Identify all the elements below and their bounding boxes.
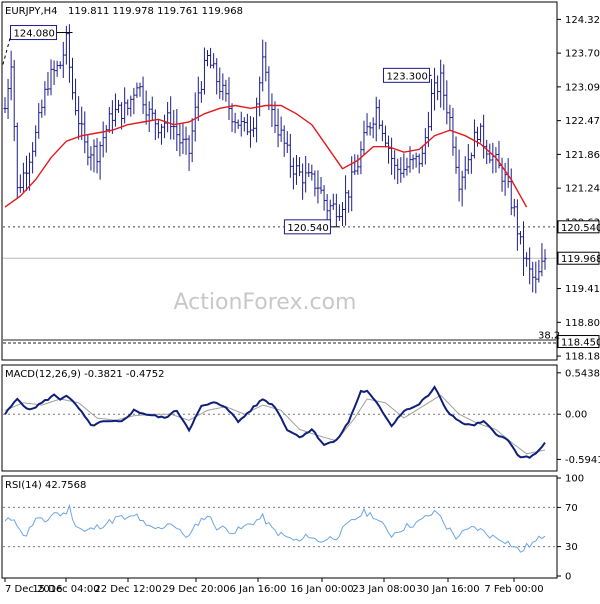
x-tick-label: 6 Jan 16:00 xyxy=(230,584,287,595)
price-marker-label: 119.968 xyxy=(561,254,600,265)
annotation-box xyxy=(382,67,430,83)
rsi-y-axis: 100 70 30 0 xyxy=(3,474,584,583)
price-y-tick-label: 123.090 xyxy=(565,82,600,93)
price-y-axis: 124.320 123.705 123.090 122.475 121.860 121.2… xyxy=(557,15,600,363)
macd-y-tick-label: 0.00 xyxy=(565,410,587,421)
annotation-box xyxy=(10,25,57,41)
price-y-tick-label: 119.415 xyxy=(565,284,600,295)
ohlc-header: 119.811 119.978 119.761 119.968 xyxy=(68,6,243,17)
moving-average-line xyxy=(4,104,528,208)
price-y-tick-label: 118.800 xyxy=(565,318,600,329)
price-bars xyxy=(3,24,547,294)
rsi-y-tick-label: 70 xyxy=(565,503,578,514)
macd-panel-frame xyxy=(1,364,558,472)
annotation-box xyxy=(283,219,331,235)
price-y-tick-label: 121.860 xyxy=(565,150,600,161)
moving-average xyxy=(4,104,528,208)
price-marker-box xyxy=(557,251,600,265)
fib-label: 38.2 xyxy=(538,331,560,342)
price-y-tick-label: 121.245 xyxy=(565,184,600,195)
annotation-label: 123.300 xyxy=(386,71,427,82)
macd-title: MACD(12,26,9) -0.3821 -0.4752 xyxy=(5,369,165,380)
x-tick-label: 15 Dec 04:00 xyxy=(32,584,99,595)
rsi-y-tick-label: 30 xyxy=(565,542,578,553)
macd-y-tick-label: 0.5438 xyxy=(565,368,600,379)
macd-line xyxy=(4,385,546,459)
rsi-y-tick-label: 100 xyxy=(565,474,584,485)
price-marker-box xyxy=(557,335,600,349)
x-tick-label: 22 Dec 12:00 xyxy=(94,584,161,595)
price-annotations: 124.080 123.300 120.540 xyxy=(2,25,432,235)
annotation-label: 124.080 xyxy=(14,29,55,40)
price-title-bg xyxy=(3,3,105,16)
rsi-line xyxy=(4,503,546,553)
rsi-y-tick-label: 0 xyxy=(565,572,571,583)
x-tick-label: 30 Jan 16:00 xyxy=(416,584,479,595)
price-y-tick-label: 124.320 xyxy=(565,15,600,26)
x-tick-label: 23 Jan 08:00 xyxy=(352,584,415,595)
x-tick-label: 7 Dec 2016 xyxy=(5,584,63,595)
annotation-label: 120.540 xyxy=(287,223,328,234)
watermark: ActionForex.com xyxy=(174,290,357,315)
price-y-tick-label: 123.705 xyxy=(565,49,600,60)
macd-lines xyxy=(4,385,546,459)
rsi-lines xyxy=(4,503,546,553)
price-panel-frame xyxy=(1,1,558,361)
macd-y-tick-label: -0.5941 xyxy=(565,455,600,466)
macd-y-axis: 0.5438 0.00 -0.5941 xyxy=(3,368,600,466)
price-title: EURJPY,H4 xyxy=(5,6,58,17)
rsi-panel-frame xyxy=(1,475,558,579)
x-tick-label: 7 Feb 00:00 xyxy=(484,584,543,595)
price-y-tick-label: 118.185 xyxy=(565,352,600,363)
trend-line xyxy=(2,36,11,65)
price-marker-box xyxy=(557,220,600,234)
x-tick-label: 16 Jan 00:00 xyxy=(290,584,353,595)
price-marker-label: 120.540 xyxy=(561,223,600,234)
price-y-tick-label: 122.475 xyxy=(565,116,600,127)
price-marker-label: 118.450 xyxy=(561,338,600,349)
rsi-title: RSI(14) 42.7568 xyxy=(5,480,86,491)
x-tick-label: 29 Dec 20:00 xyxy=(162,584,229,595)
